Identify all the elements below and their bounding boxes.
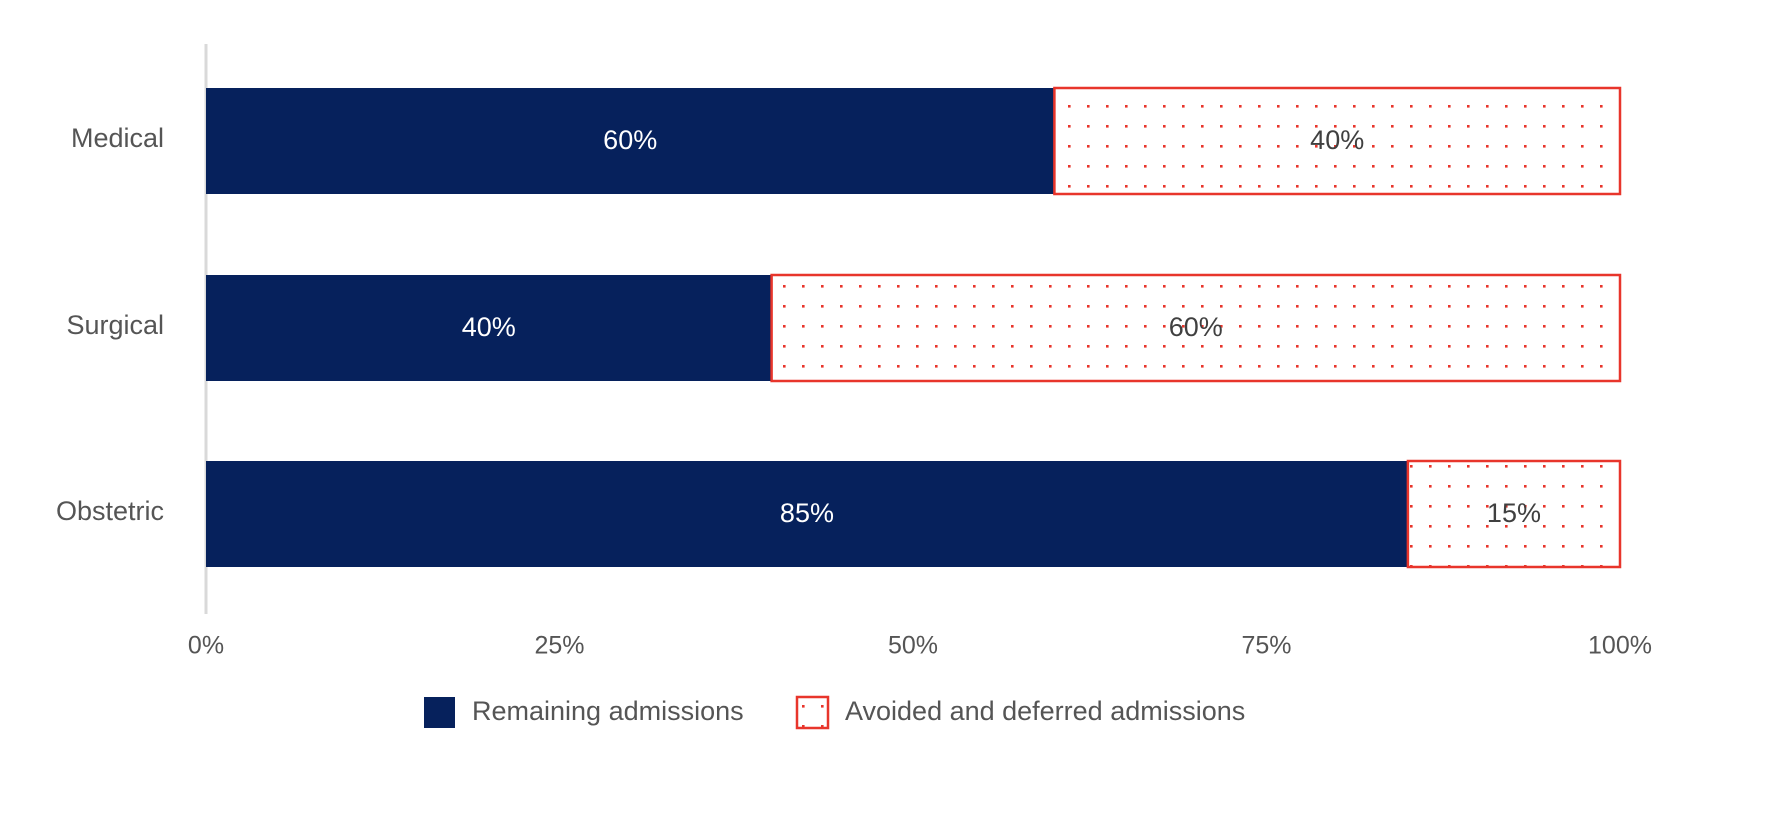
legend-swatch-remaining-admissions <box>424 697 455 728</box>
category-label-obstetric: Obstetric <box>56 496 164 526</box>
data-label-surgical-remaining-admissions: 40% <box>462 312 516 342</box>
x-tick-label-2: 50% <box>888 632 938 660</box>
bar-medical-remaining-admissions <box>206 88 1055 194</box>
data-label-medical-remaining-admissions: 60% <box>603 125 657 155</box>
x-tick-label-3: 75% <box>1241 632 1291 660</box>
category-label-surgical: Surgical <box>66 310 164 340</box>
bar-obstetric-remaining-admissions <box>206 461 1408 567</box>
data-label-obstetric-remaining-admissions: 85% <box>780 498 834 528</box>
bar-obstetric-avoided-and-deferred-admissions <box>1406 459 1622 569</box>
bar-surgical-remaining-admissions <box>206 275 772 381</box>
data-label-medical-avoided-and-deferred-admissions: 40% <box>1310 125 1364 155</box>
x-tick-label-1: 25% <box>534 632 584 660</box>
legend-label-remaining-admissions: Remaining admissions <box>472 696 744 726</box>
data-label-obstetric-avoided-and-deferred-admissions: 15% <box>1487 498 1541 528</box>
category-label-medical: Medical <box>71 123 164 153</box>
bar-surgical-avoided-and-deferred-admissions <box>770 273 1622 383</box>
legend-swatch-avoided-and-deferred-admissions <box>795 695 830 730</box>
x-tick-label-0: 0% <box>188 632 224 660</box>
data-label-surgical-avoided-and-deferred-admissions: 60% <box>1169 312 1223 342</box>
x-tick-label-4: 100% <box>1588 632 1652 660</box>
bar-medical-avoided-and-deferred-admissions <box>1053 86 1622 196</box>
legend-label-avoided-and-deferred-admissions: Avoided and deferred admissions <box>845 696 1245 726</box>
